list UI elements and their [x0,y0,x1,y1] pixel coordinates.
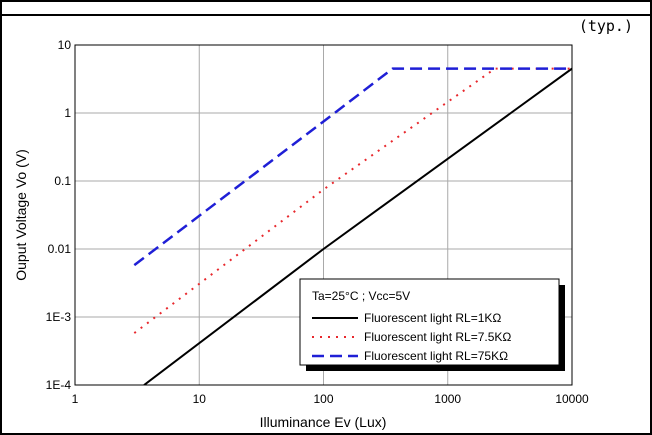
x-tick-label: 10000 [555,392,589,406]
x-axis-title: Illuminance Ev (Lux) [260,414,387,430]
legend: Ta=25°C ; Vcc=5V Fluorescent light RL=1K… [299,278,565,371]
series-line-3 [133,67,572,267]
y-tick-label: 1 [64,106,71,120]
x-tick-label: 100 [313,392,333,406]
y-tick-label: 1E-4 [46,378,72,392]
legend-label-rl-1k: Fluorescent light RL=1KΩ [364,311,501,325]
legend-condition: Ta=25°C ; Vcc=5V [312,289,410,303]
plot-area-border [74,44,573,386]
x-tick-label: 1000 [434,392,461,406]
series-group [133,67,572,385]
x-tick-label: 10 [193,392,207,406]
legend-label-rl-75k: Fluorescent light RL=75KΩ [364,349,508,363]
tick-labels: 1 10 100 1000 10000 1E-4 1E-3 0.01 0.1 1 10 [46,38,589,406]
legend-box [299,278,560,366]
x-tick-label: 1 [72,392,79,406]
typ-note: (typ.) [579,17,633,35]
y-axis-title: Ouput Voltage Vo (V) [13,149,29,281]
series-line-1 [143,67,572,385]
y-tick-label: 10 [58,38,72,52]
y-tick-label: 0.01 [48,242,72,256]
y-tick-label: 1E-3 [46,310,72,324]
y-tick-label: 0.1 [54,174,71,188]
legend-label-rl-7-5k: Fluorescent light RL=7.5KΩ [364,330,511,344]
